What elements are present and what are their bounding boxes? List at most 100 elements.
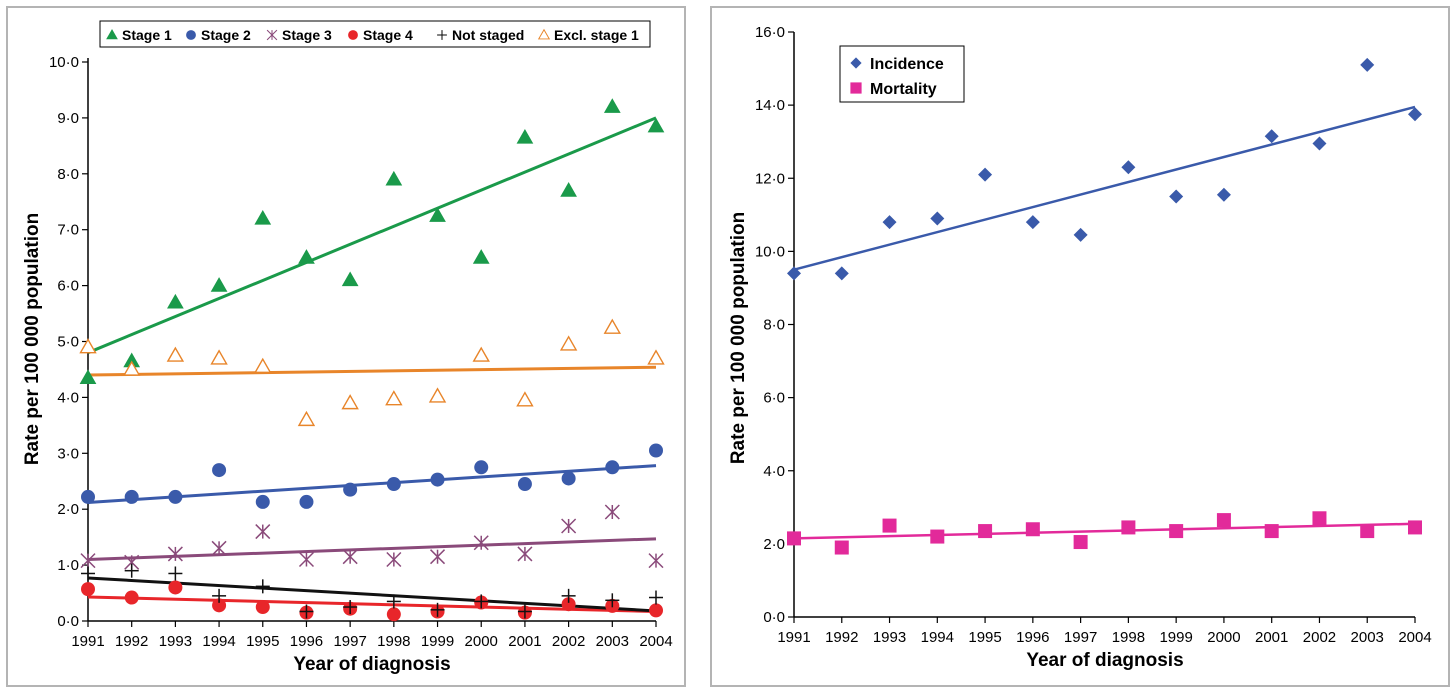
legend-label: Mortality <box>870 81 937 98</box>
y-tick-label: 1·0 <box>57 557 79 574</box>
incidence-point <box>1312 136 1327 151</box>
x-tick-label: 1999 <box>1159 629 1192 646</box>
x-tick-label: 1995 <box>246 633 279 650</box>
stage-2-point <box>386 477 401 492</box>
stage-3-point <box>648 553 664 569</box>
stage-2-point <box>124 489 139 504</box>
x-tick-label: 1996 <box>290 633 323 650</box>
stage-3-point <box>473 535 489 551</box>
stage-4-point <box>124 590 139 605</box>
not-staged-legend-marker <box>437 30 447 40</box>
y-tick-label: 6·0 <box>57 278 79 295</box>
incidence-legend-marker <box>850 57 862 69</box>
y-tick-label: 10·0 <box>49 54 79 71</box>
stage-1-point <box>79 369 97 384</box>
y-tick-label: 14·0 <box>755 97 785 114</box>
legend-item-stage-1: Stage 1 <box>106 27 172 43</box>
excl-stage-1-point <box>559 335 578 351</box>
stage-2-point <box>168 489 183 504</box>
stage-1-point <box>254 210 272 225</box>
stage-3-point <box>342 549 358 565</box>
stage-4-point <box>386 607 401 622</box>
incidence-point <box>1360 57 1375 72</box>
x-tick-label: 2004 <box>1398 629 1431 646</box>
mortality-point <box>1169 524 1184 539</box>
stage-1-point <box>429 207 446 222</box>
stage-1-point <box>385 170 403 186</box>
incidence-trend-line <box>793 105 1416 271</box>
incidence-point <box>882 215 897 230</box>
x-tick-label: 2003 <box>1351 629 1384 646</box>
mortality-point <box>1360 524 1375 539</box>
excl-stage-1-point <box>428 387 447 403</box>
not-staged-point <box>430 602 445 617</box>
stage-2-point <box>212 463 227 478</box>
stage-4-legend-marker <box>348 30 358 40</box>
y-tick-label: 12·0 <box>755 170 785 187</box>
x-tick-label: 1998 <box>377 633 410 650</box>
not-staged-point <box>168 566 183 581</box>
data-points <box>79 98 665 622</box>
incidence-point <box>1169 189 1184 204</box>
not-staged-point <box>212 588 227 603</box>
excl-stage-1-point <box>385 390 403 406</box>
legend-label: Stage 2 <box>201 27 251 43</box>
excl-stage-1-trend-line <box>87 365 657 377</box>
excl-stage-1-legend-marker <box>537 28 551 40</box>
stage-2-point <box>255 494 270 509</box>
y-tick-label: 0·0 <box>57 613 79 630</box>
x-tick-label: 1992 <box>825 629 858 646</box>
excl-stage-1-point <box>603 318 622 334</box>
stage-1-point <box>647 117 665 133</box>
y-tick-label: 0·0 <box>763 609 785 626</box>
x-tick-label: 1996 <box>1016 629 1049 646</box>
stage-3-point <box>430 549 446 565</box>
x-tick-label: 1994 <box>921 629 954 646</box>
legend-item-not-staged: Not staged <box>437 27 524 43</box>
mortality-point <box>978 524 993 539</box>
stage-3-legend-marker <box>266 29 278 41</box>
x-tick-label: 2000 <box>465 633 498 650</box>
stage-3-point <box>80 553 96 569</box>
mortality-point <box>1312 511 1327 526</box>
legend-item-stage-2: Stage 2 <box>186 27 251 43</box>
stage-3-point <box>386 551 402 568</box>
x-tick-label: 1991 <box>777 629 810 646</box>
stage-2-point <box>81 489 95 504</box>
not-staged-point <box>124 563 139 578</box>
excl-stage-1-point <box>122 360 141 376</box>
not-staged-point <box>255 579 270 594</box>
x-tick-label: 1991 <box>71 633 104 650</box>
legend: Incidence Mortality <box>850 56 944 98</box>
y-tick-label: 3·0 <box>57 445 79 462</box>
stage-2-point <box>517 477 532 492</box>
legend-label: Stage 3 <box>282 27 332 43</box>
y-tick-label: 4·0 <box>57 389 79 406</box>
stage-4-trend-line <box>87 595 657 613</box>
x-tick-label: 1997 <box>1064 629 1097 646</box>
y-tick-label: 16·0 <box>755 24 785 41</box>
stage-3-point <box>517 546 533 562</box>
excl-stage-1-point <box>166 346 185 362</box>
stage-3-point <box>211 540 227 556</box>
axis-ticks: 0·0 2·0 4·0 6·0 8·0 10·0 12·0 14·0 16·0 1991 1992 1… <box>755 24 1432 646</box>
stage-4-point <box>649 603 663 618</box>
incidence-point <box>930 211 945 226</box>
mortality-point <box>834 540 849 555</box>
legend-item-stage-3: Stage 3 <box>266 27 332 43</box>
legend-label: Not staged <box>452 27 524 43</box>
excl-stage-1-point <box>341 394 359 410</box>
stage-2-legend-marker <box>186 30 196 40</box>
not-staged-point <box>299 604 314 619</box>
stage-3-trend-line <box>87 537 657 562</box>
mortality-legend-marker <box>850 82 862 94</box>
stage-2-point <box>299 494 314 509</box>
x-tick-label: 1992 <box>115 633 148 650</box>
incidence-point <box>1216 187 1231 202</box>
stage-2-point <box>474 460 489 475</box>
stage-1-point <box>167 293 184 309</box>
axis-ticks: 0·0 1·0 2·0 3·0 4·0 5·0 6·0 7·0 8·0 9·0 10·0 1991 19… <box>49 54 673 650</box>
stage-1-point <box>210 277 228 292</box>
x-tick-label: 2000 <box>1207 629 1240 646</box>
stage-1-point <box>472 249 490 264</box>
